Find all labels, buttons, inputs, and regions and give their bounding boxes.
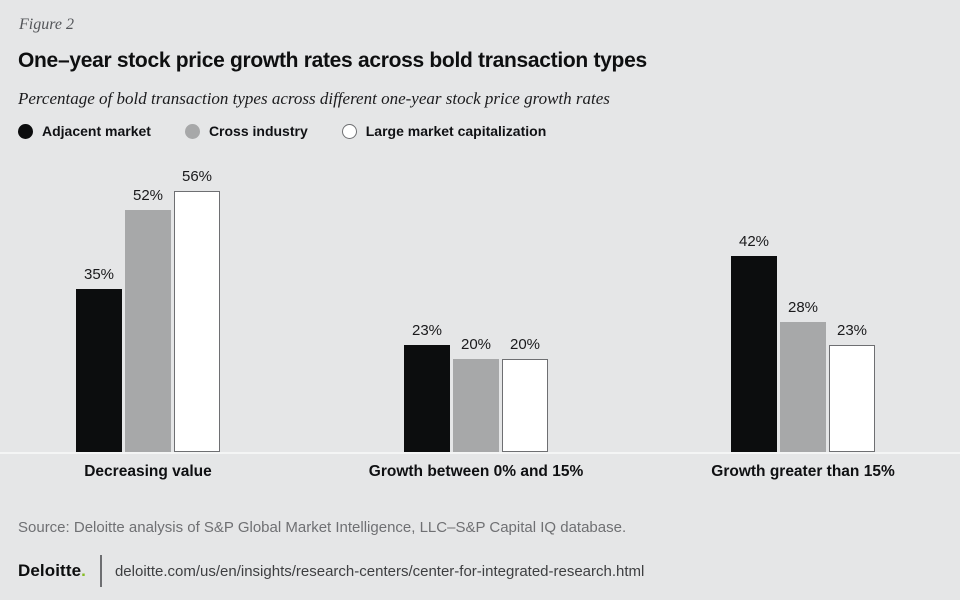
deloitte-logo-green-dot: .	[81, 561, 86, 580]
legend-label: Adjacent market	[42, 123, 151, 139]
bar-value-label: 42%	[738, 233, 770, 250]
category-label: Growth greater than 15%	[711, 463, 895, 480]
bar-value-label: 23%	[836, 322, 868, 339]
bar-group: 23% 20% 20%	[404, 160, 548, 452]
bar	[502, 359, 548, 452]
bar-value-label: 35%	[83, 266, 115, 283]
figure-label: Figure 2	[19, 16, 74, 33]
legend-item: Cross industry	[184, 123, 308, 139]
category-label: Decreasing value	[84, 463, 212, 480]
chart-legend: Adjacent market Cross industry Large marke…	[18, 123, 546, 139]
footer-bar: Deloitte. deloitte.com/us/en/insights/re…	[18, 555, 644, 587]
x-axis-category-labels: Decreasing value Growth between 0% and 15…	[0, 463, 960, 483]
legend-dot-icon	[184, 123, 200, 139]
legend-dot-icon	[341, 123, 357, 139]
bar	[174, 191, 220, 452]
deloitte-logo: Deloitte.	[18, 561, 86, 581]
legend-label: Cross industry	[208, 123, 308, 139]
bar	[125, 210, 171, 452]
legend-item: Large market capitalization	[341, 123, 547, 139]
footer-divider	[99, 555, 102, 587]
source-note: Source: Deloitte analysis of S&P Global …	[18, 519, 627, 536]
bar	[76, 289, 122, 452]
bar-value-label: 56%	[181, 168, 213, 185]
bar-group: 35% 52% 56%	[76, 160, 220, 452]
bar-value-label: 28%	[787, 299, 819, 316]
bar	[780, 322, 826, 452]
deloitte-logo-text: Deloitte	[18, 561, 82, 580]
bar	[731, 256, 777, 452]
bar	[829, 345, 875, 452]
bar-group: 42% 28% 23%	[731, 160, 875, 452]
bar-value-label: 23%	[411, 322, 443, 339]
footer-url: deloitte.com/us/en/insights/research-cen…	[114, 562, 645, 580]
bar-value-label: 52%	[132, 187, 164, 204]
figure-subtitle: Percentage of bold transaction types acr…	[18, 89, 610, 108]
legend-item: Adjacent market	[18, 123, 151, 139]
bar-chart: 35% 52% 56% 23% 20% 20% 42% 28% 23%	[0, 160, 960, 454]
legend-dot-icon	[18, 123, 33, 139]
bar	[404, 345, 450, 452]
category-label: Growth between 0% and 15%	[368, 463, 584, 480]
bar	[453, 359, 499, 452]
bar-value-label: 20%	[460, 336, 492, 353]
page-title: One–year stock price growth rates across…	[18, 49, 647, 72]
bar-value-label: 20%	[509, 336, 541, 353]
legend-label: Large market capitalization	[365, 123, 547, 139]
